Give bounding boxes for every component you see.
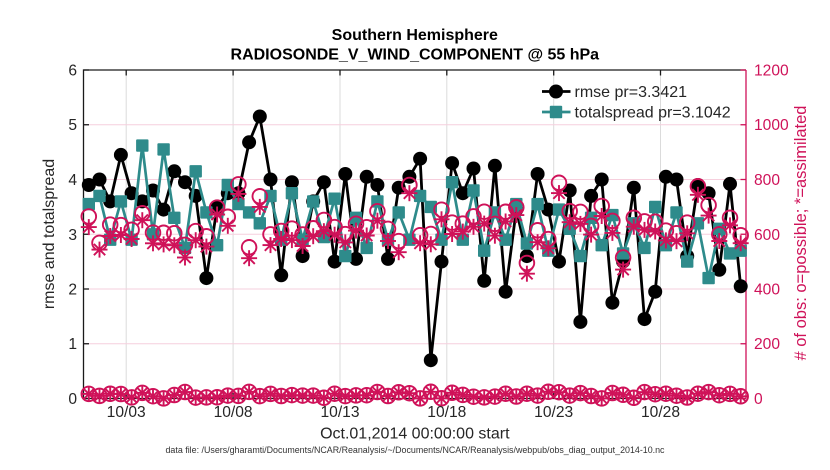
svg-text:800: 800 (754, 172, 780, 189)
svg-text:10/13: 10/13 (320, 404, 359, 421)
svg-text:400: 400 (754, 282, 780, 299)
svg-text:10/23: 10/23 (534, 404, 573, 421)
svg-text:0: 0 (68, 391, 77, 408)
svg-text:3: 3 (68, 227, 77, 244)
svg-text:5: 5 (68, 117, 77, 134)
svg-text:4: 4 (68, 172, 77, 189)
svg-text:rmse pr=3.3421: rmse pr=3.3421 (575, 84, 688, 101)
svg-text:0: 0 (754, 391, 763, 408)
svg-text:600: 600 (754, 227, 780, 244)
svg-text:10/28: 10/28 (641, 404, 680, 421)
svg-text:rmse and totalspread: rmse and totalspread (41, 159, 58, 309)
svg-text:1: 1 (68, 336, 77, 353)
svg-text:10/03: 10/03 (107, 404, 146, 421)
svg-text:10/08: 10/08 (214, 404, 253, 421)
svg-text:10/18: 10/18 (427, 404, 466, 421)
svg-text:# of obs: o=possible; *=assimi: # of obs: o=possible; *=assimilated (792, 106, 810, 361)
svg-text:data file: /Users/gharamti/Doc: data file: /Users/gharamti/Documents/NCA… (166, 445, 666, 455)
svg-text:Southern Hemisphere: Southern Hemisphere (332, 27, 498, 44)
svg-text:1000: 1000 (754, 117, 789, 134)
svg-text:200: 200 (754, 336, 780, 353)
svg-text:1200: 1200 (754, 63, 789, 80)
svg-text:Oct.01,2014 00:00:00 start: Oct.01,2014 00:00:00 start (320, 426, 510, 443)
svg-text:totalspread pr=3.1042: totalspread pr=3.1042 (575, 105, 731, 122)
svg-text:6: 6 (68, 63, 77, 80)
svg-text:2: 2 (68, 282, 77, 299)
svg-text:RADIOSONDE_V_WIND_COMPONENT @: RADIOSONDE_V_WIND_COMPONENT @ 55 hPa (231, 47, 600, 64)
